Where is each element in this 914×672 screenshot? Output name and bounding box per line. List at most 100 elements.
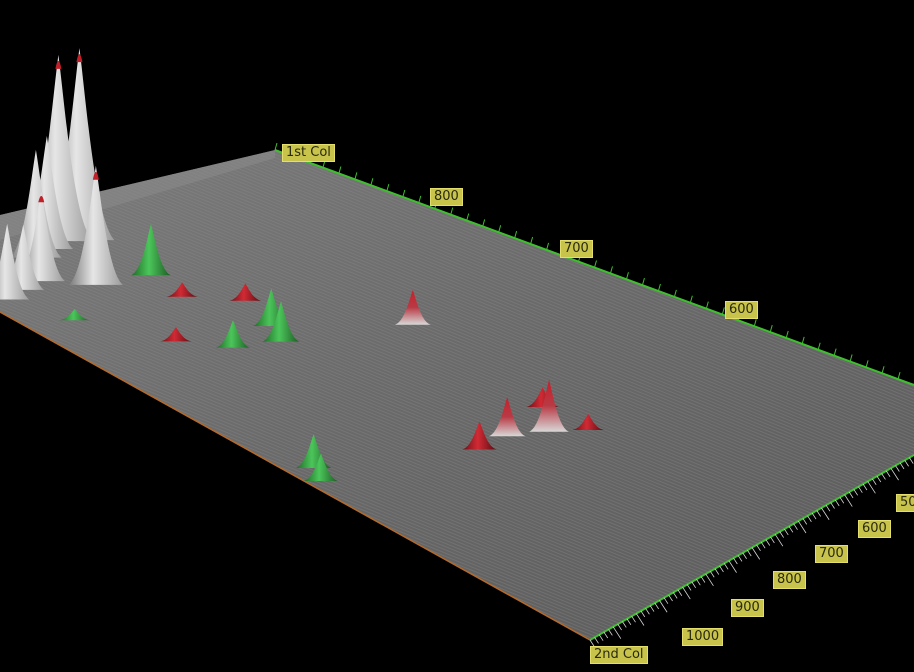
peak [303, 453, 338, 482]
back-axis-tick [402, 189, 406, 198]
right-axis-tick [909, 457, 914, 464]
back-axis-tick [865, 360, 869, 368]
right-axis-tick [885, 470, 891, 478]
peak [488, 397, 526, 437]
peak-group [0, 48, 604, 482]
axis-title-first-col: 1st Col [282, 144, 335, 162]
back-axis-tick [641, 277, 645, 286]
right-axis-tick [751, 547, 761, 560]
right-axis-tick [631, 615, 636, 623]
right-axis-tick [710, 571, 715, 578]
peak [529, 379, 569, 432]
right-axis-tick [594, 637, 599, 644]
right-axis-tick [844, 494, 853, 507]
back-axis-tick [514, 230, 518, 239]
tick-label-first-col-800: 800 [430, 188, 463, 206]
right-axis-tick [737, 555, 743, 562]
right-axis-tick [834, 499, 840, 507]
peak-tip [76, 54, 83, 63]
back-axis-tick [498, 225, 502, 233]
tick-label-second-col-1000: 1000 [682, 628, 724, 646]
tick-label-first-col-700: 700 [560, 240, 593, 258]
back-axis-tick [594, 260, 597, 268]
right-axis-tick [895, 465, 900, 472]
right-axis-tick [867, 481, 876, 494]
right-axis-tick [904, 460, 909, 467]
right-axis-tick [682, 586, 691, 600]
peak [216, 320, 251, 348]
right-axis-tick [821, 507, 830, 520]
right-axis-tick [848, 491, 854, 499]
right-axis-tick [603, 631, 609, 639]
back-axis-tick [849, 354, 853, 362]
right-axis-tick [733, 557, 738, 565]
back-axis-tick [609, 266, 613, 274]
back-axis-tick [625, 272, 629, 280]
peak-tip [55, 60, 62, 69]
back-axis-tick [450, 207, 454, 215]
back-axis-tick [673, 289, 677, 298]
right-axis-tick [700, 576, 706, 583]
right-axis-tick [723, 563, 729, 570]
right-axis-tick [839, 497, 845, 504]
back-axis-tick [466, 213, 470, 221]
tick-label-second-col-600: 600 [858, 520, 891, 538]
back-axis-tick [689, 295, 693, 303]
back-axis-tick [418, 195, 422, 204]
peak [394, 289, 431, 325]
right-axis-tick [677, 589, 683, 596]
tick-label-second-col-700: 700 [815, 545, 848, 563]
back-axis-tick [546, 242, 550, 251]
peak [166, 282, 198, 297]
right-axis-tick [756, 544, 761, 552]
back-axis-tick [897, 371, 901, 380]
right-axis-tick [608, 629, 613, 636]
peak [160, 327, 192, 342]
right-axis-tick [668, 594, 673, 602]
right-axis-tick [858, 486, 863, 493]
peak [229, 283, 262, 301]
right-axis-tick [825, 504, 831, 512]
right-axis-tick [747, 549, 752, 557]
right-axis-tick [617, 623, 622, 631]
right-axis-tick [635, 613, 645, 626]
right-axis-tick [765, 539, 771, 546]
right-axis-tick [876, 475, 882, 483]
right-axis-tick [774, 534, 784, 547]
right-axis-tick [793, 523, 798, 530]
right-axis-tick [612, 626, 622, 639]
right-axis-tick [696, 578, 701, 586]
right-axis-tick [654, 602, 659, 610]
right-axis-tick [770, 536, 775, 544]
peak [462, 421, 497, 450]
peak [572, 413, 604, 431]
back-axis-tick [785, 330, 789, 339]
right-axis-tick [686, 584, 692, 591]
peak-tip [92, 171, 99, 180]
right-axis-tick [890, 467, 899, 481]
tick-label-second-col-800: 800 [773, 571, 806, 589]
right-axis-tick [645, 608, 650, 615]
right-axis-tick [797, 520, 807, 534]
right-axis-tick [640, 610, 646, 618]
back-axis-tick [657, 283, 661, 292]
right-axis-tick [779, 531, 784, 538]
right-axis-tick [691, 581, 697, 589]
back-axis-tick [482, 219, 486, 227]
tick-label-first-col-600: 600 [725, 301, 758, 319]
right-axis-tick [872, 478, 877, 485]
peak [262, 301, 300, 342]
right-axis-tick [714, 568, 720, 575]
right-axis-tick [881, 473, 886, 480]
right-axis-tick [816, 510, 821, 517]
back-axis-tick [753, 319, 757, 327]
right-axis-tick [807, 515, 812, 522]
right-axis-tick [742, 552, 747, 559]
surface-texture [0, 150, 914, 640]
back-axis-tick [833, 348, 837, 356]
right-axis-tick [853, 489, 859, 496]
back-axis-tick [530, 236, 534, 245]
right-axis-tick [649, 605, 655, 612]
right-axis-tick [719, 565, 724, 573]
